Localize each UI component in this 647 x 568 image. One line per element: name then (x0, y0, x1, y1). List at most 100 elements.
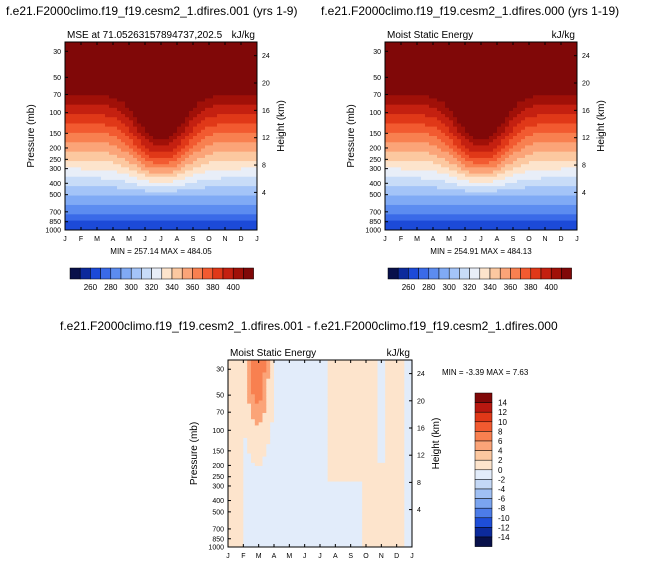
panel-title-0: f.e21.F2000climo.f19_f19.cesm2_1.dfires.… (6, 4, 297, 18)
colorbar-label-0-2: 300 (125, 283, 139, 292)
colorbar-label-2-0: 14 (498, 399, 507, 408)
colorbar-swatch-0-6 (130, 267, 142, 280)
pressure-tick-2-0: 30 (216, 367, 224, 374)
panel-title-1: f.e21.F2000climo.f19_f19.cesm2_1.dfires.… (321, 4, 619, 18)
units-label-2: kJ/kg (387, 348, 410, 359)
colorbar-swatch-1-10 (489, 267, 501, 280)
colorbar-swatch-2-1 (474, 402, 493, 413)
colorbar-1: 260 280 300 320 340 360 380 400 (387, 267, 572, 292)
month-tick-2-8: S (348, 553, 353, 560)
colorbar-label-0-0: 260 (84, 283, 98, 292)
pressure-tick-1-5: 200 (369, 145, 381, 152)
pressure-tick-1-0: 30 (373, 49, 381, 56)
colorbar-swatch-0-1 (79, 267, 91, 280)
colorbar-label-1-4: 340 (483, 283, 497, 292)
month-tick-0-0: J (63, 236, 67, 243)
colorbar-swatch-2-4 (474, 431, 493, 442)
pressure-tick-2-6: 250 (212, 474, 224, 481)
colorbar-label-2-1: 12 (498, 408, 507, 417)
colorbar-label-2-2: 10 (498, 418, 507, 427)
pressure-tick-0-4: 150 (49, 131, 61, 138)
colorbar-swatch-2-15 (474, 536, 493, 547)
month-tick-0-7: A (175, 236, 180, 243)
pressure-tick-1-6: 250 (369, 157, 381, 164)
height-tick-1-0: 24 (582, 53, 590, 60)
pressure-tick-0-11: 850 (49, 219, 61, 226)
colorbar-0: 260 280 300 320 340 360 380 400 (69, 267, 254, 292)
month-tick-2-1: F (241, 553, 245, 560)
colorbar-label-2-13: -12 (498, 523, 510, 532)
month-tick-1-12: J (575, 236, 579, 243)
height-tick-0-0: 24 (262, 53, 270, 60)
height-tick-1-2: 16 (582, 108, 590, 115)
colorbar-swatch-1-15 (540, 267, 552, 280)
month-tick-0-9: O (206, 236, 212, 243)
colorbar-swatch-0-2 (90, 267, 101, 280)
height-tick-0-4: 8 (262, 163, 266, 170)
month-tick-2-7: A (333, 553, 338, 560)
pressure-tick-2-5: 200 (212, 463, 224, 470)
colorbar-label-0-5: 360 (186, 283, 200, 292)
month-tick-1-3: A (431, 236, 436, 243)
plot-field-0 (65, 42, 258, 231)
colorbar-swatch-0-14 (212, 267, 224, 280)
colorbar-swatch-1-9 (479, 267, 491, 280)
month-tick-2-11: D (394, 553, 399, 560)
colorbar-swatch-0-5 (120, 267, 132, 280)
pressure-tick-2-9: 500 (212, 509, 224, 516)
pressure-tick-1-10: 700 (369, 209, 381, 216)
month-tick-2-4: M (286, 553, 292, 560)
colorbar-swatch-1-12 (510, 267, 521, 280)
field-label-2: Moist Static Energy (230, 348, 316, 359)
pressure-tick-2-12: 1000 (208, 545, 224, 552)
colorbar-swatch-0-13 (202, 267, 214, 280)
month-tick-2-0: J (226, 553, 230, 560)
month-tick-2-2: M (256, 553, 262, 560)
y-axis-right-label-0: Height (km) (276, 100, 287, 152)
colorbar-label-0-7: 400 (227, 283, 241, 292)
colorbar-label-2-12: -10 (498, 514, 510, 523)
colorbar-swatch-0-8 (151, 267, 163, 280)
pressure-tick-1-11: 850 (369, 219, 381, 226)
colorbar-label-2-5: 4 (498, 447, 503, 456)
month-tick-1-5: J (463, 236, 467, 243)
height-tick-1-4: 8 (582, 163, 586, 170)
colorbar-label-2-4: 6 (498, 437, 503, 446)
y-axis-right-label-1: Height (km) (596, 100, 607, 152)
pressure-tick-1-9: 500 (369, 192, 381, 199)
colorbar-label-1-6: 380 (524, 283, 538, 292)
units-label-0: kJ/kg (232, 30, 255, 41)
colorbar-label-1-2: 300 (443, 283, 457, 292)
pressure-tick-2-2: 70 (216, 410, 224, 417)
colorbar-label-1-3: 320 (463, 283, 477, 292)
month-tick-0-11: D (238, 236, 243, 243)
month-tick-1-1: F (399, 236, 403, 243)
height-tick-1-3: 12 (582, 135, 590, 142)
field-label-1: Moist Static Energy (387, 30, 473, 41)
colorbar-swatch-2-2 (474, 411, 493, 423)
colorbar-swatch-1-3 (418, 267, 430, 280)
y-axis-label-0: Pressure (mb) (26, 104, 37, 167)
month-tick-2-12: J (410, 553, 414, 560)
height-tick-1-5: 4 (582, 190, 586, 197)
colorbar-swatch-0-0 (69, 267, 81, 280)
pressure-tick-0-9: 500 (49, 192, 61, 199)
month-tick-2-10: N (379, 553, 384, 560)
month-tick-0-3: A (111, 236, 116, 243)
colorbar-swatch-2-6 (474, 450, 493, 461)
pressure-tick-0-6: 250 (49, 157, 61, 164)
pressure-tick-1-7: 300 (369, 166, 381, 173)
colorbar-swatch-2-11 (474, 498, 493, 509)
month-tick-0-8: S (191, 236, 196, 243)
month-tick-0-2: M (94, 236, 100, 243)
plot-field-2 (228, 360, 413, 548)
colorbar-label-2-7: 0 (498, 466, 503, 475)
colorbar-label-2-6: 2 (498, 456, 503, 465)
colorbar-swatch-0-12 (192, 267, 203, 280)
pressure-tick-2-1: 50 (216, 393, 224, 400)
y-axis-label-2: Pressure (mb) (189, 422, 200, 485)
month-tick-0-4: M (126, 236, 132, 243)
month-tick-0-6: J (159, 236, 163, 243)
